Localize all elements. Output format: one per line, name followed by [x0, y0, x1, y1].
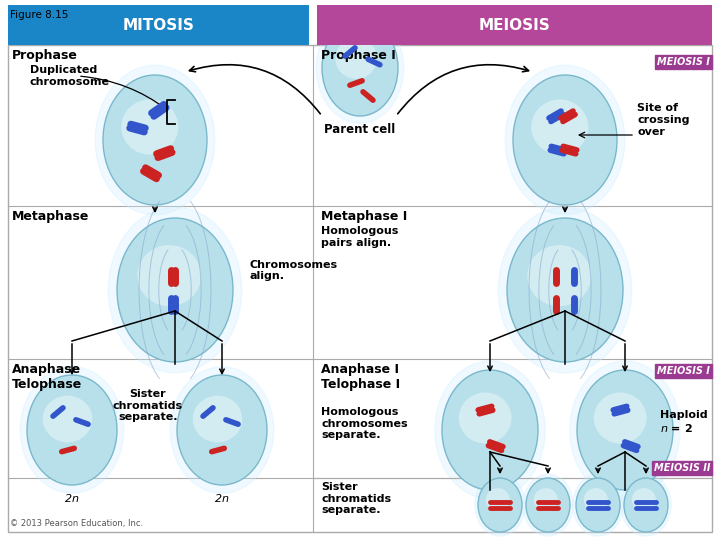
FancyBboxPatch shape — [318, 5, 712, 45]
Ellipse shape — [193, 396, 242, 442]
Text: Anaphase
Telophase: Anaphase Telophase — [12, 363, 82, 391]
Ellipse shape — [570, 361, 680, 499]
Ellipse shape — [572, 474, 624, 536]
Text: Sister
chromatids
separate.: Sister chromatids separate. — [321, 482, 392, 515]
Text: Metaphase I: Metaphase I — [321, 210, 408, 223]
Ellipse shape — [138, 245, 201, 306]
Ellipse shape — [513, 75, 617, 205]
Ellipse shape — [531, 99, 588, 154]
Text: Anaphase I
Telophase I: Anaphase I Telophase I — [321, 363, 400, 391]
Text: © 2013 Pearson Education, Inc.: © 2013 Pearson Education, Inc. — [10, 519, 143, 528]
Ellipse shape — [459, 393, 512, 443]
Ellipse shape — [95, 65, 215, 215]
Text: Site of
crossing
over: Site of crossing over — [637, 103, 690, 137]
Text: MEIOSIS I: MEIOSIS I — [657, 366, 710, 376]
Ellipse shape — [594, 393, 647, 443]
Ellipse shape — [621, 474, 671, 536]
Text: MEIOSIS I: MEIOSIS I — [657, 57, 710, 67]
Text: Haploid
$n$ = 2: Haploid $n$ = 2 — [660, 410, 708, 434]
Text: Homologous
pairs align.: Homologous pairs align. — [321, 226, 399, 248]
Ellipse shape — [631, 488, 656, 511]
Ellipse shape — [170, 367, 274, 493]
Ellipse shape — [108, 207, 242, 373]
Ellipse shape — [322, 20, 398, 116]
FancyBboxPatch shape — [8, 5, 309, 45]
Ellipse shape — [526, 478, 570, 532]
Ellipse shape — [507, 218, 623, 362]
Ellipse shape — [316, 13, 404, 123]
Ellipse shape — [577, 370, 673, 490]
Ellipse shape — [527, 245, 591, 306]
Ellipse shape — [435, 361, 545, 499]
Ellipse shape — [42, 396, 92, 442]
Text: Prophase I: Prophase I — [321, 49, 396, 62]
Text: Prophase: Prophase — [12, 49, 78, 62]
Ellipse shape — [20, 367, 124, 493]
Text: 2$n$: 2$n$ — [64, 492, 80, 504]
Ellipse shape — [584, 488, 608, 511]
Text: MEIOSIS II: MEIOSIS II — [654, 463, 710, 473]
Ellipse shape — [505, 65, 625, 215]
Ellipse shape — [534, 488, 558, 511]
Ellipse shape — [336, 38, 377, 79]
Ellipse shape — [177, 375, 267, 485]
Text: MEIOSIS: MEIOSIS — [479, 17, 551, 32]
Ellipse shape — [103, 75, 207, 205]
Ellipse shape — [486, 488, 510, 511]
Ellipse shape — [442, 370, 538, 490]
Text: MITOSIS: MITOSIS — [122, 17, 194, 32]
Text: Figure 8.15: Figure 8.15 — [10, 10, 68, 20]
Ellipse shape — [27, 375, 117, 485]
Text: 2$n$: 2$n$ — [215, 492, 230, 504]
Ellipse shape — [117, 218, 233, 362]
Text: Metaphase: Metaphase — [12, 210, 89, 223]
Ellipse shape — [498, 207, 631, 373]
Text: Duplicated
chromosome: Duplicated chromosome — [30, 65, 110, 86]
Text: Chromosomes
align.: Chromosomes align. — [250, 260, 338, 281]
Ellipse shape — [474, 474, 526, 536]
Ellipse shape — [121, 99, 179, 154]
Ellipse shape — [624, 478, 668, 532]
Text: Sister
chromatids
separate.: Sister chromatids separate. — [113, 389, 183, 422]
Ellipse shape — [523, 474, 573, 536]
Ellipse shape — [478, 478, 522, 532]
Text: Homologous
chromosomes
separate.: Homologous chromosomes separate. — [321, 407, 408, 440]
Ellipse shape — [576, 478, 620, 532]
Text: Parent cell: Parent cell — [325, 123, 395, 136]
